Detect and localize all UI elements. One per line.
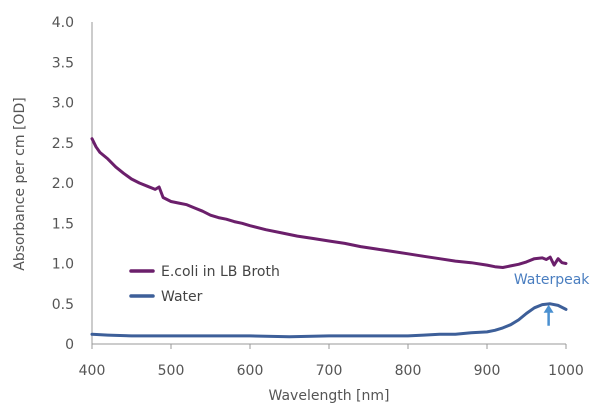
y-tick-label: 4.0 bbox=[52, 15, 74, 31]
y-axis-ticks: 0 0.5 1.0 1.5 2.0 2.5 3.0 3.5 4.0 bbox=[52, 15, 74, 353]
x-axis-ticks: 400 500 600 700 800 900 1000 bbox=[79, 344, 584, 379]
series-line-ecoli bbox=[90, 137, 568, 269]
y-tick-label: 3.5 bbox=[52, 55, 74, 71]
x-tick-label: 500 bbox=[158, 363, 185, 379]
x-tick-label: 800 bbox=[395, 363, 422, 379]
x-tick-label: 900 bbox=[474, 363, 501, 379]
y-tick-label: 1.5 bbox=[52, 216, 74, 232]
y-axis-title: Absorbance per cm [OD] bbox=[12, 97, 28, 270]
y-tick-label: 0.5 bbox=[52, 297, 74, 313]
legend-label: E.coli in LB Broth bbox=[161, 264, 280, 280]
y-tick-label: 3.0 bbox=[52, 96, 74, 112]
series-line-water bbox=[90, 302, 568, 339]
x-tick-label: 700 bbox=[316, 363, 343, 379]
y-tick-label: 2.0 bbox=[52, 176, 74, 192]
series-group bbox=[90, 137, 568, 339]
x-axis-title: Wavelength [nm] bbox=[269, 388, 390, 404]
x-tick-label: 1000 bbox=[548, 363, 584, 379]
annotation-label: Waterpeak bbox=[514, 272, 590, 288]
annotation-arrow-head bbox=[543, 304, 554, 313]
y-tick-label: 1.0 bbox=[52, 257, 74, 273]
legend: E.coli in LB Broth Water bbox=[129, 264, 280, 305]
legend-label: Water bbox=[161, 289, 203, 305]
annotations-group: Waterpeak bbox=[514, 272, 590, 326]
y-tick-label: 0 bbox=[65, 337, 74, 353]
x-tick-label: 400 bbox=[79, 363, 106, 379]
y-tick-label: 2.5 bbox=[52, 136, 74, 152]
x-tick-label: 600 bbox=[237, 363, 264, 379]
